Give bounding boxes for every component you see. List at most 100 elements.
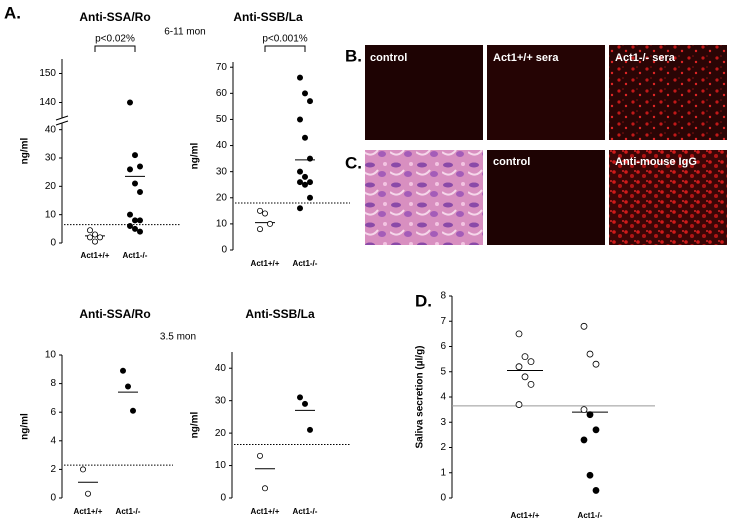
data-point	[266, 220, 273, 227]
data-point	[586, 350, 594, 358]
x-tick-label: Act1+/+	[511, 511, 540, 520]
y-tick-label: 6	[50, 407, 56, 418]
data-point	[527, 358, 535, 366]
data-point	[515, 401, 523, 408]
data-point	[306, 194, 313, 201]
y-tick-label: 0	[221, 245, 227, 256]
y-tick-label: 30	[215, 395, 227, 406]
data-point	[515, 330, 523, 338]
panel-label: A.	[4, 3, 21, 22]
data-point	[306, 426, 313, 433]
panel-label: D.	[415, 291, 432, 310]
data-point	[256, 207, 263, 214]
y-tick-label: 30	[216, 166, 228, 177]
y-tick-label: 3	[440, 417, 446, 428]
y-tick-label: 6	[440, 341, 446, 352]
y-tick-label: 7	[440, 316, 446, 327]
data-point	[129, 407, 136, 414]
y-tick-label: 40	[45, 124, 57, 135]
chart-title: Anti-SSB/La	[233, 10, 303, 24]
data-point	[125, 383, 132, 390]
data-point	[296, 394, 303, 401]
micrograph	[487, 45, 605, 140]
data-point	[92, 231, 99, 238]
data-point	[306, 179, 313, 186]
x-tick-label: Act1-/-	[116, 507, 141, 516]
y-tick-label: 20	[45, 181, 57, 192]
data-point	[306, 155, 313, 162]
x-tick-label: Act1-/-	[123, 251, 148, 260]
data-point	[296, 168, 303, 175]
x-tick-label: Act1+/+	[81, 251, 110, 260]
data-point	[85, 490, 92, 497]
micrograph	[365, 150, 483, 245]
data-point	[301, 400, 308, 407]
y-tick-label: 5	[440, 366, 446, 377]
x-tick-label: Act1-/-	[578, 511, 603, 520]
data-point	[521, 373, 529, 381]
data-point	[301, 173, 308, 180]
y-axis-label: ng/ml	[20, 137, 31, 164]
data-point	[136, 188, 143, 195]
data-point	[586, 411, 594, 419]
y-tick-label: 0	[440, 493, 446, 504]
micrograph	[487, 150, 605, 245]
axis-break	[55, 120, 69, 126]
annotation: p<0.02%	[95, 34, 135, 45]
y-tick-label: 1	[440, 467, 446, 478]
data-point	[592, 360, 600, 368]
data-point	[92, 238, 99, 245]
y-tick-label: 8	[440, 291, 446, 302]
y-tick-label: 60	[216, 88, 228, 99]
data-point	[301, 181, 308, 188]
panel-label: C.	[345, 153, 362, 172]
data-point	[127, 99, 134, 106]
y-tick-label: 0	[220, 493, 226, 504]
y-tick-label: 2	[50, 464, 56, 475]
image-label: control	[370, 52, 407, 64]
data-point	[120, 367, 127, 374]
y-tick-label: 50	[216, 114, 228, 125]
chart-title: Anti-SSA/Ro	[79, 307, 150, 321]
data-point	[261, 210, 268, 217]
panel-label: B.	[345, 46, 362, 65]
data-point	[592, 426, 600, 434]
y-tick-label: 20	[216, 192, 228, 203]
x-tick-label: Act1+/+	[251, 259, 280, 268]
data-point	[261, 485, 268, 492]
data-point	[296, 205, 303, 212]
data-point	[527, 380, 535, 388]
y-axis-label: Saliva secretion (µl/g)	[415, 345, 426, 448]
data-point	[296, 179, 303, 186]
micrograph	[365, 45, 483, 140]
y-axis-label: ng/ml	[20, 413, 31, 440]
image-label: control	[493, 156, 530, 168]
x-tick-label: Act1-/-	[293, 507, 318, 516]
image-label: Anti-mouse IgG	[615, 156, 697, 168]
x-tick-label: Act1-/-	[293, 259, 318, 268]
data-point	[127, 211, 134, 218]
y-tick-label: 40	[215, 363, 227, 374]
micrograph	[609, 150, 727, 245]
x-tick-label: Act1+/+	[74, 507, 103, 516]
data-point	[580, 436, 588, 444]
data-point	[127, 222, 134, 229]
chart-title: Anti-SSB/La	[245, 307, 315, 321]
data-point	[131, 180, 138, 187]
data-point	[136, 228, 143, 235]
y-tick-label: 10	[45, 350, 57, 361]
data-point	[136, 217, 143, 224]
data-point	[80, 466, 87, 473]
data-point	[256, 226, 263, 233]
y-tick-label: 70	[216, 62, 228, 73]
data-point	[580, 406, 588, 414]
image-label: Act1-/- sera	[615, 52, 676, 64]
y-tick-label: 30	[45, 153, 57, 164]
data-point	[592, 487, 600, 494]
data-point	[580, 322, 588, 330]
y-axis-label: ng/ml	[190, 411, 201, 438]
data-point	[131, 217, 138, 224]
data-point	[87, 234, 94, 241]
data-point	[296, 116, 303, 123]
